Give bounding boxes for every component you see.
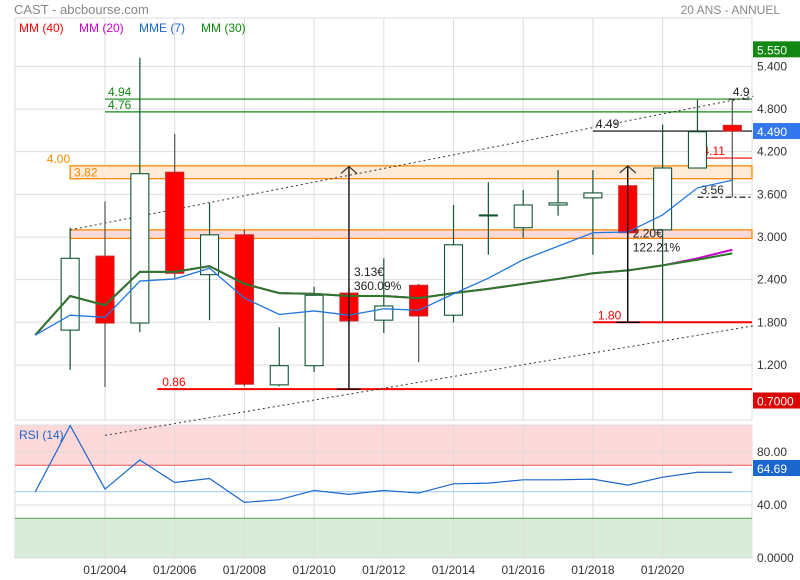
candle-down bbox=[234, 234, 254, 385]
candle-up bbox=[513, 204, 533, 229]
level-label: 3.56 bbox=[700, 183, 724, 197]
level-label: 4.94 bbox=[108, 85, 132, 99]
rsi-label: RSI (14) bbox=[19, 428, 64, 442]
arrow-head-icon bbox=[619, 165, 637, 174]
x-tick-label: 01/2014 bbox=[432, 563, 476, 577]
y-tick-label: 4.800 bbox=[757, 102, 787, 116]
chart-title: CAST - abcbourse.com bbox=[14, 2, 149, 17]
rsi-y-tick-label: 80.00 bbox=[757, 445, 787, 459]
zone-band bbox=[69, 165, 753, 180]
candle-up bbox=[60, 257, 80, 331]
legend-item: MM (40) bbox=[19, 21, 64, 35]
legend-item: MM (30) bbox=[201, 21, 246, 35]
level-label: 1.80 bbox=[598, 308, 622, 322]
period-label: 20 ANS - ANNUEL bbox=[681, 3, 781, 17]
price-badge bbox=[753, 123, 800, 140]
candle-up bbox=[200, 234, 220, 276]
zone-top-label: 4.00 bbox=[47, 152, 71, 166]
y-tick-label: 1.200 bbox=[757, 358, 787, 372]
candle-up bbox=[443, 244, 464, 316]
candle-down bbox=[722, 124, 742, 132]
arrow-head-icon bbox=[340, 165, 358, 175]
y-tick-label: 3.000 bbox=[757, 230, 787, 244]
y-tick-label: 2.400 bbox=[757, 273, 787, 287]
candle-up bbox=[269, 365, 289, 386]
ma-line-mm-30- bbox=[34, 252, 733, 336]
legend-item: MM (20) bbox=[79, 21, 124, 35]
level-label: 4.11 bbox=[702, 144, 725, 158]
candle-up bbox=[687, 131, 708, 169]
ma-line-mme-7- bbox=[34, 179, 733, 336]
rsi-badge bbox=[753, 460, 800, 476]
measure-percent: 122.21% bbox=[633, 241, 681, 255]
price-badge bbox=[753, 392, 800, 409]
candle-up bbox=[653, 167, 673, 231]
x-tick-label: 01/2004 bbox=[83, 563, 127, 577]
y-tick-label: 4.200 bbox=[757, 145, 787, 159]
rsi-y-tick-label: 0.0000 bbox=[757, 551, 794, 565]
candle-up bbox=[130, 173, 150, 324]
rsi-line bbox=[34, 424, 733, 503]
x-tick-label: 01/2020 bbox=[641, 563, 685, 577]
x-tick-label: 01/2008 bbox=[223, 563, 267, 577]
rsi-y-tick-label: 40.00 bbox=[757, 498, 787, 512]
y-tick-label: 1.800 bbox=[757, 315, 787, 329]
rsi-badge-label: 64.69 bbox=[757, 462, 787, 476]
level-label: 4.9 bbox=[733, 85, 750, 99]
y-tick-label: 5.400 bbox=[757, 59, 787, 73]
x-tick-label: 01/2018 bbox=[571, 563, 615, 577]
candle-down bbox=[95, 255, 115, 324]
level-label: 0.86 bbox=[162, 375, 186, 389]
level-label: 4.76 bbox=[108, 98, 132, 112]
level-label: 4.49 bbox=[596, 117, 620, 131]
measure-amount: 2.20€ bbox=[633, 227, 663, 241]
legend-item: MME (7) bbox=[139, 21, 185, 35]
candle-up bbox=[583, 192, 603, 199]
candle-down bbox=[409, 284, 429, 317]
measure-amount: 3.13€ bbox=[354, 265, 384, 279]
candle-down bbox=[165, 171, 185, 274]
zone-bottom-label: 3.82 bbox=[74, 166, 98, 180]
price-badge-label: 0.7000 bbox=[757, 395, 794, 409]
price-badge-label: 5.550 bbox=[757, 43, 787, 57]
x-tick-label: 01/2012 bbox=[362, 563, 406, 577]
x-tick-label: 01/2016 bbox=[502, 563, 546, 577]
candle-up bbox=[478, 214, 498, 217]
x-tick-label: 01/2006 bbox=[153, 563, 197, 577]
x-tick-label: 01/2010 bbox=[292, 563, 336, 577]
price-badge bbox=[753, 41, 800, 58]
candle-up bbox=[304, 294, 324, 367]
measure-percent: 360.09% bbox=[354, 279, 402, 293]
candle-up bbox=[548, 202, 568, 206]
price-badge-label: 4.490 bbox=[757, 125, 787, 139]
y-tick-label: 3.600 bbox=[757, 187, 787, 201]
candle-up bbox=[374, 305, 394, 321]
